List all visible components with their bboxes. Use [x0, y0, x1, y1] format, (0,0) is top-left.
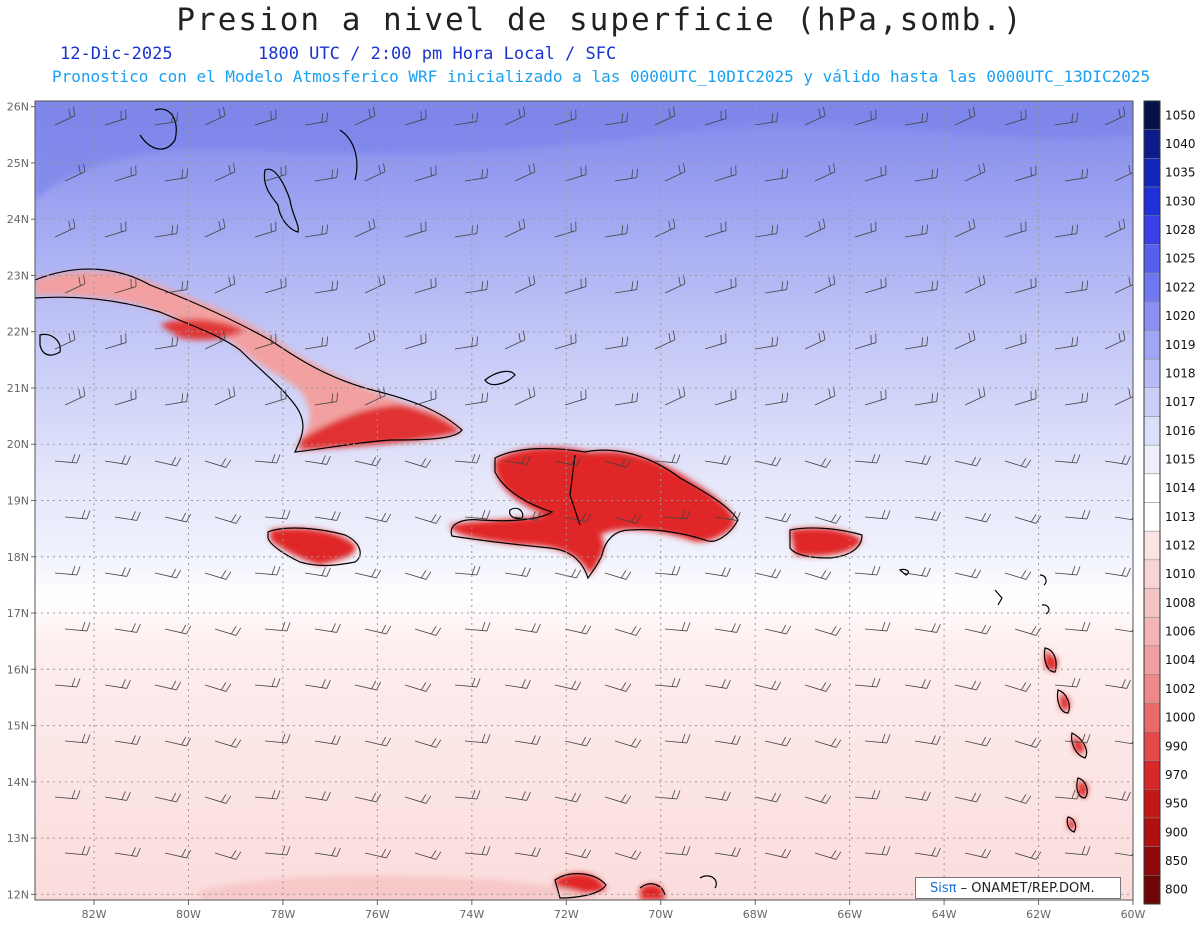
colorbar-swatch	[1144, 388, 1160, 417]
lat-label: 23N	[7, 269, 29, 282]
colorbar-label: 1004	[1165, 653, 1196, 667]
colorbar-label: 970	[1165, 768, 1188, 782]
colorbar-label: 1019	[1165, 338, 1196, 352]
colorbar-label: 1016	[1165, 424, 1196, 438]
colorbar-swatch	[1144, 818, 1160, 847]
colorbar-label: 1018	[1165, 366, 1196, 380]
colorbar-swatch	[1144, 216, 1160, 245]
lat-label: 19N	[7, 495, 29, 508]
colorbar-swatch	[1144, 187, 1160, 216]
lon-label: 70W	[648, 908, 673, 921]
colorbar-swatch	[1144, 589, 1160, 618]
colorbar-label: 1022	[1165, 280, 1196, 294]
lon-label: 62W	[1026, 908, 1051, 921]
lon-label: 72W	[554, 908, 579, 921]
colorbar-label: 1002	[1165, 682, 1196, 696]
lon-label: 78W	[270, 908, 295, 921]
colorbar-label: 900	[1165, 825, 1188, 839]
lon-label: 66W	[837, 908, 862, 921]
lon-label: 60W	[1121, 908, 1146, 921]
colorbar-swatch	[1144, 847, 1160, 876]
colorbar-label: 1025	[1165, 252, 1196, 266]
colorbar-label: 1035	[1165, 166, 1196, 180]
colorbar-label: 1040	[1165, 137, 1196, 151]
lon-label: 74W	[459, 908, 484, 921]
colorbar-swatch	[1144, 130, 1160, 159]
colorbar-swatch	[1144, 732, 1160, 761]
colorbar-label: 1017	[1165, 395, 1196, 409]
lat-labels: 12N 13N 14N 15N 16N 17N 18N 19N 20N 21N 22N 23N 24N 2…	[7, 101, 35, 902]
colorbar-swatch	[1144, 330, 1160, 359]
colorbar-label: 1012	[1165, 539, 1196, 553]
colorbar-swatch	[1144, 875, 1160, 904]
lon-labels: 82W 80W 78W 76W 74W 72W 70W 68W 66W 64W 62W 60W	[82, 900, 1146, 921]
lat-label: 16N	[7, 663, 29, 676]
colorbar: 1050 1040 1035 1030 1028 1025 1022 1020 1019 1018…	[1144, 101, 1196, 904]
colorbar-swatch	[1144, 703, 1160, 732]
colorbar-swatch	[1144, 244, 1160, 273]
colorbar-swatch	[1144, 445, 1160, 474]
colorbar-swatch	[1144, 302, 1160, 331]
lon-label: 80W	[176, 908, 201, 921]
lon-label: 64W	[932, 908, 957, 921]
colorbar-label: 1000	[1165, 711, 1196, 725]
colorbar-label: 1030	[1165, 194, 1196, 208]
colorbar-label: 1028	[1165, 223, 1196, 237]
colorbar-swatch	[1144, 158, 1160, 187]
colorbar-label: 1014	[1165, 481, 1196, 495]
colorbar-swatch	[1144, 675, 1160, 704]
colorbar-swatch	[1144, 474, 1160, 503]
credit-text: – ONAMET/REP.DOM.	[961, 881, 1095, 896]
colorbar-label: 1008	[1165, 596, 1196, 610]
colorbar-label: 990	[1165, 739, 1188, 753]
colorbar-swatch	[1144, 273, 1160, 302]
lat-label: 13N	[7, 832, 29, 845]
lon-label: 82W	[82, 908, 107, 921]
sispi-logo: Sisπ	[930, 881, 956, 896]
colorbar-swatch	[1144, 101, 1160, 130]
colorbar-label: 1015	[1165, 452, 1196, 466]
lon-label: 68W	[743, 908, 768, 921]
lat-label: 17N	[7, 607, 29, 620]
colorbar-label: 1020	[1165, 309, 1196, 323]
colorbar-label: 800	[1165, 883, 1188, 897]
colorbar-swatch	[1144, 761, 1160, 790]
colorbar-label: 1013	[1165, 510, 1196, 524]
lat-label: 14N	[7, 776, 29, 789]
colorbar-label: 1010	[1165, 567, 1196, 581]
colorbar-swatch	[1144, 789, 1160, 818]
colorbar-label: 1006	[1165, 625, 1196, 639]
colorbar-label: 850	[1165, 854, 1188, 868]
colorbar-swatch	[1144, 617, 1160, 646]
colorbar-swatch	[1144, 416, 1160, 445]
lat-label: 12N	[7, 888, 29, 901]
colorbar-label: 1050	[1165, 108, 1196, 122]
colorbar-swatch	[1144, 503, 1160, 532]
lat-label: 21N	[7, 382, 29, 395]
lat-label: 15N	[7, 720, 29, 733]
lat-label: 18N	[7, 551, 29, 564]
lon-label: 76W	[365, 908, 390, 921]
colorbar-swatch	[1144, 359, 1160, 388]
lat-label: 22N	[7, 326, 29, 339]
lat-label: 26N	[7, 101, 29, 114]
colorbar-label: 950	[1165, 797, 1188, 811]
colorbar-swatch	[1144, 531, 1160, 560]
lat-label: 20N	[7, 438, 29, 451]
lat-label: 24N	[7, 213, 29, 226]
lat-label: 25N	[7, 157, 29, 170]
credit-box: Sisπ – ONAMET/REP.DOM.	[915, 877, 1121, 899]
colorbar-swatch	[1144, 646, 1160, 675]
colorbar-swatch	[1144, 560, 1160, 589]
